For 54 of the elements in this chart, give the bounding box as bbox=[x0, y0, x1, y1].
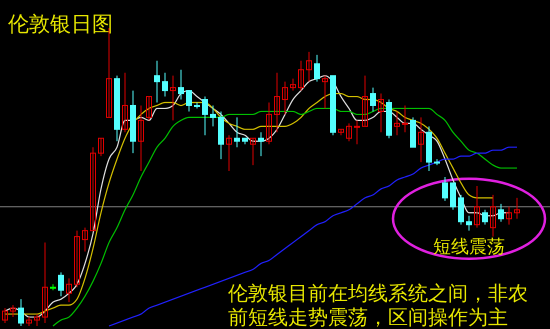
candlestick bbox=[378, 93, 384, 133]
candlestick bbox=[186, 90, 192, 112]
candlestick bbox=[514, 197, 520, 220]
candlestick bbox=[450, 182, 456, 210]
candlestick bbox=[170, 75, 176, 121]
candlestick bbox=[90, 146, 96, 232]
candlestick bbox=[354, 120, 360, 145]
candlestick bbox=[274, 72, 280, 133]
candlestick bbox=[362, 75, 368, 127]
candlestick bbox=[58, 272, 64, 297]
candlestick bbox=[402, 104, 408, 133]
candlestick bbox=[2, 308, 8, 324]
candlestick bbox=[138, 104, 144, 172]
candlestick bbox=[178, 69, 184, 100]
candlestick bbox=[66, 278, 72, 303]
candlestick bbox=[202, 96, 208, 136]
candlestick bbox=[498, 203, 504, 222]
candlestick bbox=[314, 54, 320, 82]
candlestick bbox=[394, 110, 400, 136]
chart-title: 伦敦银日图 bbox=[8, 12, 113, 36]
candlestick bbox=[266, 102, 272, 145]
candlestick bbox=[98, 138, 104, 157]
candlestick bbox=[506, 206, 512, 226]
candlestick bbox=[306, 51, 312, 82]
candlestick bbox=[18, 298, 24, 326]
annotation: 短线震荡 bbox=[433, 236, 505, 258]
candlestick bbox=[122, 72, 128, 133]
candlestick bbox=[458, 194, 464, 226]
candlestick bbox=[346, 122, 352, 142]
candlestick bbox=[42, 242, 48, 324]
candlestick bbox=[474, 185, 480, 228]
candlestick bbox=[34, 314, 40, 326]
candlestick bbox=[370, 87, 376, 112]
candlestick bbox=[154, 60, 160, 103]
candlestick bbox=[466, 215, 472, 232]
candlestick bbox=[146, 96, 152, 121]
candlestick bbox=[442, 176, 448, 202]
candlestick bbox=[322, 75, 328, 109]
candlestick bbox=[258, 132, 264, 157]
candlestick bbox=[226, 134, 232, 172]
candlestick bbox=[418, 116, 424, 163]
candlestick bbox=[298, 60, 304, 92]
candlestick bbox=[250, 138, 256, 166]
candlestick bbox=[482, 209, 488, 226]
candlestick bbox=[162, 72, 168, 98]
candlestick bbox=[10, 304, 16, 318]
candlestick bbox=[234, 116, 240, 148]
candlestick bbox=[82, 227, 88, 252]
candlestick bbox=[290, 78, 296, 92]
candlestick bbox=[210, 104, 216, 127]
candlestick bbox=[490, 194, 496, 238]
annotation: 伦敦银目前在均线系统之间，非农前短线走势震荡，区间操作为主 bbox=[228, 281, 528, 329]
candlestick bbox=[282, 81, 288, 115]
candlestick bbox=[74, 230, 80, 288]
